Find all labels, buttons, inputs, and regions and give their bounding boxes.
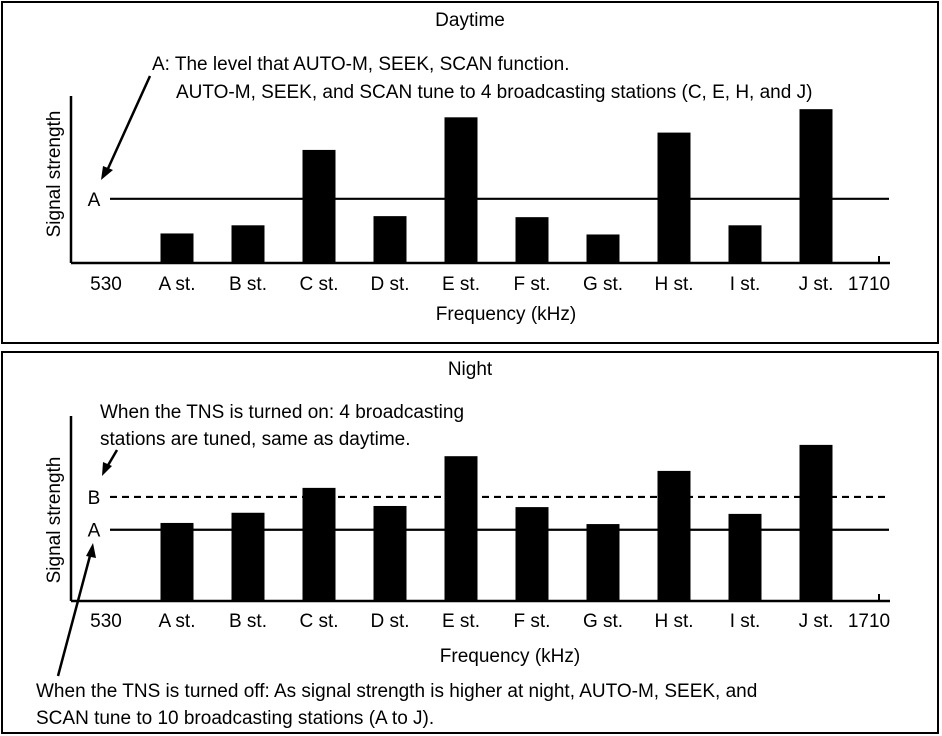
night-tns-off-note-line1: When the TNS is turned off: As signal st… xyxy=(36,681,757,702)
day-chart-title: Daytime xyxy=(435,10,505,31)
day-level-a-label: A xyxy=(88,190,101,211)
night-bar-j-st xyxy=(799,444,833,601)
night-x-axis-label: Frequency (kHz) xyxy=(440,646,580,667)
night-x-tick-label: 1710 xyxy=(848,611,890,632)
day-bar-i-st xyxy=(728,225,762,263)
day-x-tick-label: F st. xyxy=(514,274,551,295)
night-tns-on-note-line1: When the TNS is turned on: 4 broadcastin… xyxy=(100,402,464,423)
night-level-a-label: A xyxy=(88,521,101,542)
day-note-line1: A: The level that AUTO-M, SEEK, SCAN fun… xyxy=(152,54,569,75)
day-x-axis-label: Frequency (kHz) xyxy=(436,304,576,325)
day-bar-c-st xyxy=(302,149,336,263)
night-x-tick-label: H st. xyxy=(654,611,693,632)
night-level-b-label: B xyxy=(88,488,101,509)
night-bar-a-st xyxy=(160,522,194,601)
day-level-a-arrowhead xyxy=(101,166,113,180)
day-x-tick-label: B st. xyxy=(229,274,267,295)
night-bar-b-st xyxy=(231,512,265,601)
night-panel xyxy=(1,351,939,734)
day-x-tick-label: A st. xyxy=(159,274,196,295)
day-bar-j-st xyxy=(799,109,833,263)
night-x-tick-label: E st. xyxy=(442,611,480,632)
night-level-a-arrowhead xyxy=(86,543,96,558)
day-x-tick-label: G st. xyxy=(583,274,623,295)
night-level-b-arrow-line xyxy=(105,449,119,468)
night-level-a-arrow-line xyxy=(56,551,93,677)
night-x-tick-label: G st. xyxy=(583,611,623,632)
night-x-tick-label: C st. xyxy=(299,611,338,632)
night-bar-g-st xyxy=(586,524,620,601)
day-y-axis-label: Signal strength xyxy=(44,111,65,238)
night-x-tick-label: J st. xyxy=(799,611,834,632)
day-bar-b-st xyxy=(231,225,265,263)
day-x-tick-label: C st. xyxy=(299,274,338,295)
night-bar-c-st xyxy=(302,487,336,601)
night-x-tick-label: 530 xyxy=(90,611,122,632)
day-x-tick-label: J st. xyxy=(799,274,834,295)
night-bar-f-st xyxy=(515,507,549,601)
night-x-tick-label: I st. xyxy=(730,611,761,632)
night-x-tick-label: A st. xyxy=(159,611,196,632)
day-x-tick-label: 530 xyxy=(90,274,122,295)
day-bar-a-st xyxy=(160,233,194,263)
day-bar-f-st xyxy=(515,217,549,263)
day-plot-area: A 530 A st. B st. C st. D st. E st. F st. G st. H… xyxy=(69,96,890,295)
day-x-tick-label: H st. xyxy=(654,274,693,295)
night-tns-off-note-line2: SCAN tune to 10 broadcasting stations (A… xyxy=(36,708,434,729)
night-bar-e-st xyxy=(444,456,478,601)
night-x-tick-label: F st. xyxy=(514,611,551,632)
day-bar-g-st xyxy=(586,234,620,263)
night-x-tick-label: D st. xyxy=(370,611,409,632)
day-bar-e-st xyxy=(444,117,478,263)
night-bar-h-st xyxy=(657,470,691,601)
night-bar-i-st xyxy=(728,513,762,601)
daytime-panel xyxy=(1,1,939,344)
night-chart-title: Night xyxy=(448,359,493,380)
day-x-tick-label: 1710 xyxy=(848,274,890,295)
night-tns-on-note-line2: stations are tuned, same as daytime. xyxy=(100,429,411,450)
day-level-a-arrow-line xyxy=(104,75,152,174)
day-note-line2: AUTO-M, SEEK, and SCAN tune to 4 broadca… xyxy=(176,82,812,103)
night-plot-area: BA 530 A st. B st. C st. D st. E st. F st. G st.… xyxy=(69,416,890,632)
day-x-tick-label: I st. xyxy=(730,274,761,295)
day-x-tick-label: D st. xyxy=(370,274,409,295)
night-level-b-arrowhead xyxy=(102,462,112,476)
night-bar-d-st xyxy=(373,505,407,601)
day-bar-d-st xyxy=(373,216,407,263)
night-y-axis-label: Signal strength xyxy=(44,457,65,584)
night-x-tick-label: B st. xyxy=(229,611,267,632)
day-x-tick-label: E st. xyxy=(442,274,480,295)
day-bar-h-st xyxy=(657,132,691,263)
